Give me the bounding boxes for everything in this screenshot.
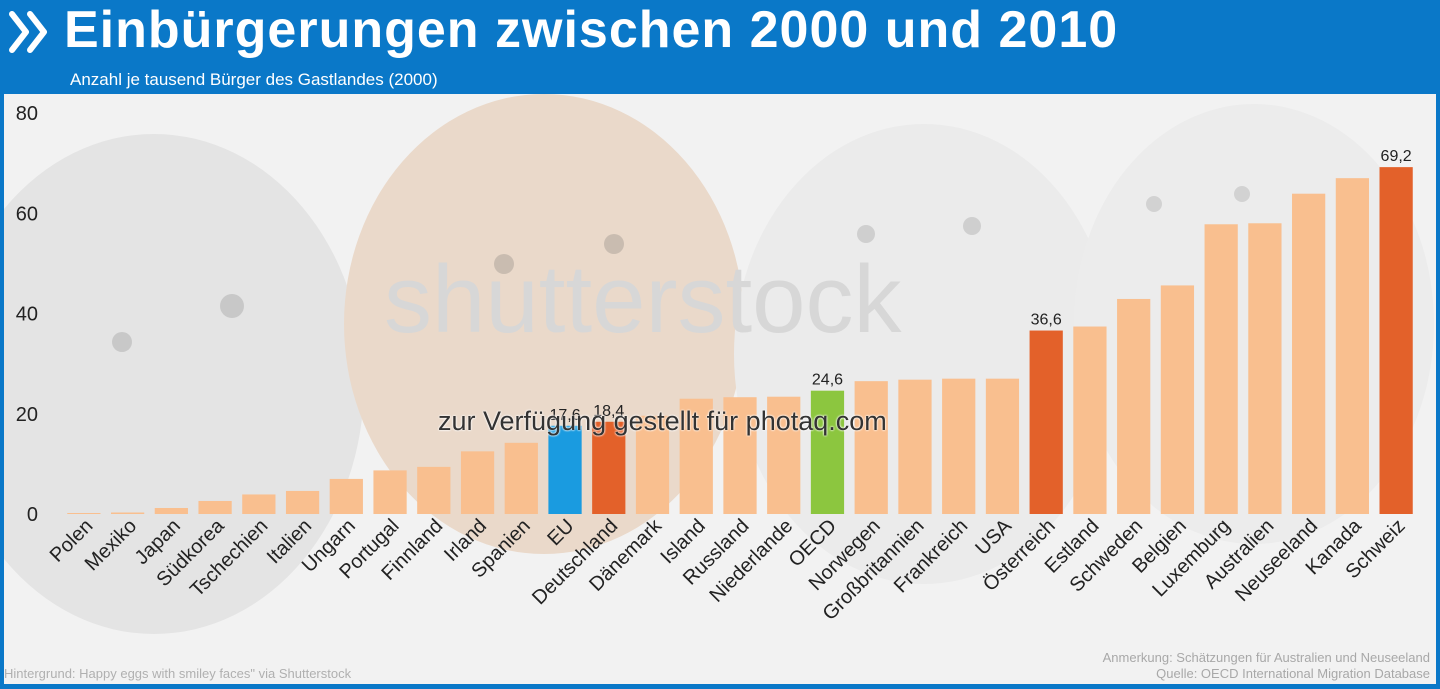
chart-panel: shutterstock 0 20 40 60 80 17,6 18,4 24,6 36,6 6… (4, 94, 1436, 684)
double-chevron-logo-icon (9, 11, 47, 53)
bar-spanien (504, 442, 538, 514)
bar-chart: 0 20 40 60 80 17,6 18,4 24,6 36,6 69,2 PolenMexi… (16, 103, 1413, 625)
bar-luxemburg (1204, 224, 1238, 514)
y-tick-label: 20 (16, 404, 38, 426)
bar-polen (67, 513, 101, 514)
chart-title: Einbürgerungen zwischen 2000 und 2010 (64, 1, 1119, 59)
bar-portugal (373, 470, 407, 514)
bar-niederlande (767, 396, 801, 514)
bar-dänemark (635, 415, 670, 514)
bar-belgien (1160, 285, 1195, 514)
data-label: 24,6 (812, 372, 843, 389)
chart-source: Quelle: OECD International Migration Dat… (1156, 666, 1430, 681)
bar-irland (460, 451, 495, 514)
x-tick-label: EU (543, 515, 578, 550)
bar-schweden (1117, 298, 1151, 514)
y-tick-label: 40 (16, 304, 38, 326)
chart-subtitle: Anzahl je tausend Bürger des Gastlandes … (70, 70, 438, 89)
bar-großbritannien (898, 379, 932, 514)
bar-südkorea (198, 500, 232, 514)
bar-usa (985, 378, 1020, 514)
y-tick-label: 0 (27, 504, 38, 526)
shutterstock-watermark: shutterstock (384, 246, 903, 353)
bar-island (679, 398, 713, 514)
bar-italien (285, 490, 320, 514)
bar-finnland (417, 466, 451, 514)
chart-note: Anmerkung: Schätzungen für Australien un… (1102, 650, 1430, 665)
bar-norwegen (854, 381, 888, 514)
bar-tschechien (242, 494, 276, 514)
bar-mexiko (110, 512, 145, 514)
data-label: 36,6 (1031, 312, 1062, 329)
bars-group (67, 167, 1413, 514)
data-label: 69,2 (1381, 148, 1412, 165)
bar-estland (1073, 326, 1107, 514)
bar-oecd (810, 390, 845, 514)
y-axis: 0 20 40 60 80 (16, 103, 38, 526)
bar-schweiz (1379, 167, 1413, 514)
bar-australien (1248, 223, 1282, 514)
x-axis-labels: PolenMexikoJapanSüdkoreaTschechienItalie… (46, 514, 1410, 625)
data-label: 17,6 (549, 407, 580, 424)
bar-russland (723, 397, 757, 514)
value-labels-group: 17,6 18,4 24,6 36,6 69,2 (549, 148, 1411, 424)
bar-frankreich (942, 378, 976, 514)
bar-kanada (1335, 178, 1370, 514)
bar-österreich (1029, 330, 1063, 514)
bar-ungarn (329, 478, 363, 514)
bar-eu (548, 425, 582, 514)
bar-neuseeland (1292, 193, 1326, 514)
data-label: 18,4 (593, 403, 624, 420)
bar-deutschland (592, 421, 626, 514)
y-tick-label: 80 (16, 103, 38, 125)
photaq-watermark: zur Verfügung gestellt für photaq.com (438, 406, 887, 436)
background-credit: Hintergrund: Happy eggs with smiley face… (4, 666, 352, 681)
bar-japan (154, 507, 188, 514)
header: Einbürgerungen zwischen 2000 und 2010 An… (0, 0, 1440, 94)
y-tick-label: 60 (16, 203, 38, 225)
